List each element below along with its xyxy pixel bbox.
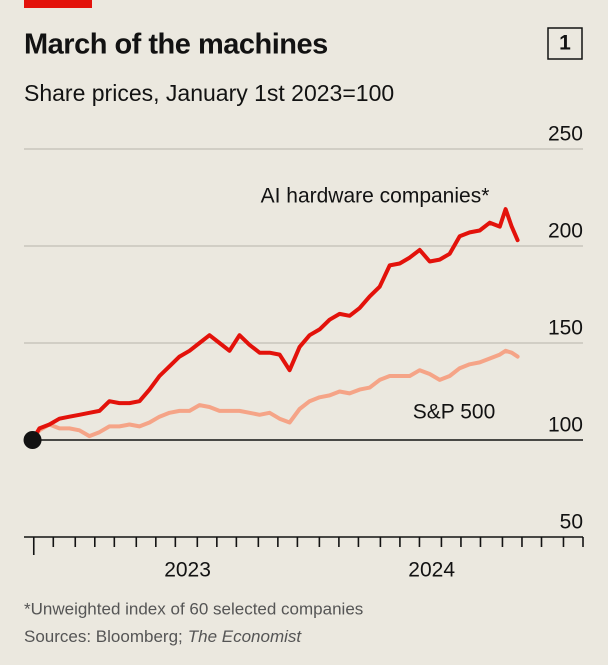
y-tick-label: 100 [548, 414, 583, 437]
brand-bar [24, 0, 92, 8]
series-line [30, 348, 520, 442]
chart-number: 1 [559, 32, 571, 55]
y-tick-label: 200 [548, 220, 583, 243]
series-label: S&P 500 [413, 401, 496, 424]
footnote: *Unweighted index of 60 selected compani… [24, 599, 363, 618]
x-tick-label: 2024 [408, 559, 455, 582]
y-tick-label: 250 [548, 123, 583, 146]
source-text: Sources: Bloomberg; [24, 627, 183, 646]
chart-title: March of the machines [24, 29, 328, 61]
source: Sources: Bloomberg; The Economist [24, 627, 302, 646]
series-line [30, 207, 520, 442]
start-dot [23, 431, 42, 449]
chart-subtitle: Share prices, January 1st 2023=100 [24, 80, 394, 106]
series-label: AI hardware companies* [261, 185, 490, 208]
source-italic: The Economist [188, 627, 303, 646]
y-tick-label: 150 [548, 317, 583, 340]
x-tick-label: 2023 [164, 559, 211, 582]
y-tick-label: 50 [560, 511, 583, 534]
chart-number-box [547, 27, 583, 60]
